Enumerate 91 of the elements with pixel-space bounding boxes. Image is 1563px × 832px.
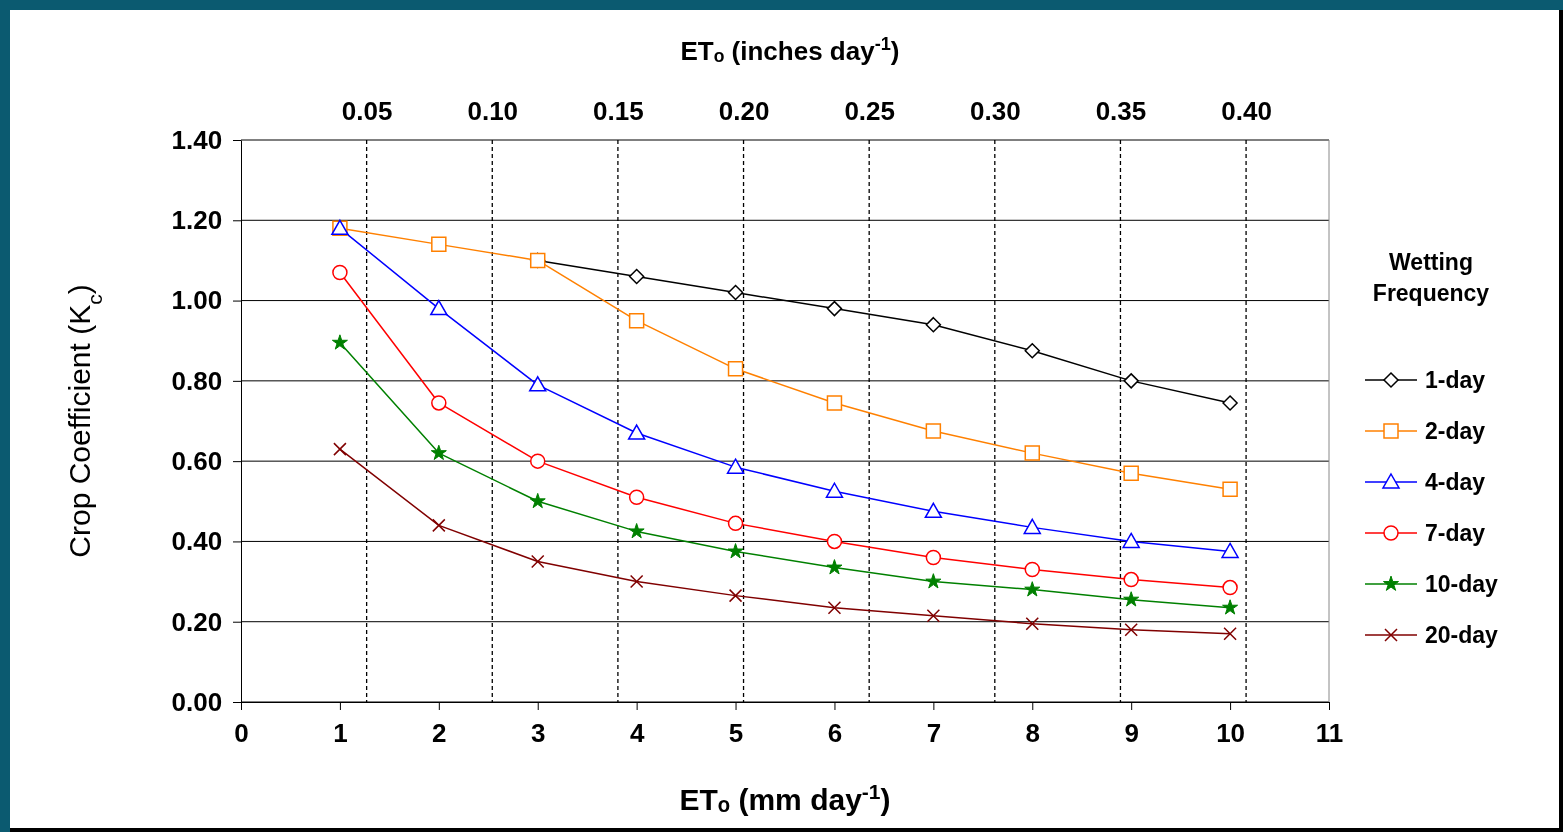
point xyxy=(1123,591,1140,607)
x2-tick-label: 0.35 xyxy=(1095,96,1147,126)
point xyxy=(1123,373,1139,389)
point xyxy=(1024,343,1041,359)
point xyxy=(925,549,942,566)
point xyxy=(1024,561,1041,578)
point xyxy=(926,608,941,623)
point xyxy=(925,573,942,589)
point xyxy=(1023,518,1042,535)
x-tick-label: 9 xyxy=(1124,717,1139,748)
x2-tick-label: 0.15 xyxy=(593,96,644,126)
point xyxy=(1222,579,1238,596)
y-tick-label: 1.40 xyxy=(171,124,223,155)
point xyxy=(1222,395,1238,411)
point xyxy=(529,492,546,509)
point xyxy=(1122,532,1140,549)
point xyxy=(826,395,843,411)
x-tick-label: 6 xyxy=(827,717,843,748)
y-tick-label: 1.20 xyxy=(171,205,223,236)
point xyxy=(530,554,545,569)
legend-label: 10-day xyxy=(1425,571,1499,597)
point xyxy=(1221,542,1239,559)
point xyxy=(924,502,943,519)
x2-tick-label: 0.25 xyxy=(844,96,895,126)
point xyxy=(827,600,842,615)
x2-tick-label: 0.40 xyxy=(1221,96,1272,126)
x-tick-label: 8 xyxy=(1025,717,1041,748)
point xyxy=(826,559,843,575)
legend-label: 2-day xyxy=(1425,418,1486,444)
point xyxy=(430,299,448,316)
y-tick-label: 0.00 xyxy=(171,686,223,717)
x2-tick-label: 0.05 xyxy=(341,96,393,126)
point xyxy=(432,518,446,533)
x-tick-label: 5 xyxy=(728,717,744,748)
point xyxy=(1222,481,1238,497)
y-tick-label: 0.20 xyxy=(171,606,223,637)
point xyxy=(332,264,348,281)
point xyxy=(430,444,447,460)
y-tick-label: 0.60 xyxy=(171,445,223,476)
x2-tick-label: 0.10 xyxy=(467,96,519,126)
point xyxy=(726,458,745,474)
point xyxy=(628,312,645,329)
x-tick-label: 0 xyxy=(234,717,249,748)
point xyxy=(1223,627,1237,641)
legend-label: 1-day xyxy=(1425,367,1486,393)
x-tick-label: 1 xyxy=(333,717,348,748)
x2-axis-title: ETₒ (inches day$^{-1}$) xyxy=(680,34,900,66)
x-tick-label: 2 xyxy=(432,717,447,748)
x-tick-label: 7 xyxy=(926,717,942,748)
point xyxy=(925,423,942,439)
point xyxy=(627,424,646,440)
x-tick-label: 11 xyxy=(1315,717,1344,748)
x-tick-label: 10 xyxy=(1216,717,1246,748)
point xyxy=(1124,622,1138,637)
point xyxy=(431,236,447,253)
point xyxy=(629,574,644,589)
point xyxy=(826,300,843,317)
point xyxy=(1222,599,1239,615)
point xyxy=(727,543,744,559)
point xyxy=(628,268,645,285)
point xyxy=(826,533,843,550)
point xyxy=(727,284,744,301)
x2-tick-label: 0.20 xyxy=(718,96,770,126)
point xyxy=(1123,571,1139,588)
legend-label: 4-day xyxy=(1425,469,1486,495)
point xyxy=(529,453,546,469)
legend-title: Wetting Frequency xyxy=(1372,249,1490,306)
point xyxy=(727,515,744,532)
x-tick-label: 4 xyxy=(629,717,645,748)
point xyxy=(925,316,942,333)
x-tick-label: 3 xyxy=(530,717,546,748)
y-tick-label: 0.80 xyxy=(171,365,223,396)
y-tick-label: 1.00 xyxy=(171,285,223,316)
legend-label: 20-day xyxy=(1425,622,1499,648)
point xyxy=(431,395,447,411)
point xyxy=(528,376,547,392)
x2-tick-label: 0.30 xyxy=(970,96,1021,126)
point xyxy=(825,482,844,498)
y-tick-label: 0.40 xyxy=(171,526,223,557)
point xyxy=(628,489,645,506)
point xyxy=(1024,445,1041,461)
point xyxy=(333,442,347,456)
point xyxy=(1024,581,1041,597)
point xyxy=(727,361,744,377)
x-axis-title: ETₒ (mm day$^{-1}$) xyxy=(679,779,891,816)
point xyxy=(728,588,743,603)
legend-label: 7-day xyxy=(1425,520,1486,546)
point xyxy=(1025,616,1040,631)
point xyxy=(1123,465,1139,481)
point xyxy=(331,334,348,350)
point xyxy=(628,523,645,539)
